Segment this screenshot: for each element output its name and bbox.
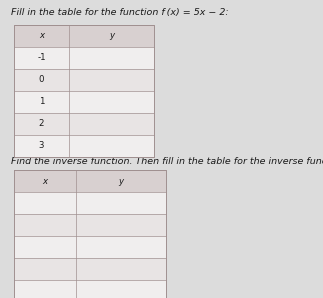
Text: y: y <box>119 176 124 185</box>
Text: Find the inverse function. Then fill in the table for the inverse function:: Find the inverse function. Then fill in … <box>11 157 323 166</box>
Text: y: y <box>109 32 114 41</box>
Bar <box>14 170 166 192</box>
Bar <box>14 170 166 298</box>
Bar <box>14 25 154 157</box>
Bar <box>14 91 154 113</box>
Text: 3: 3 <box>39 142 44 150</box>
Bar <box>14 236 166 258</box>
Bar <box>14 113 154 135</box>
Bar <box>14 258 166 280</box>
Bar <box>14 69 154 91</box>
Bar <box>14 25 154 47</box>
Bar <box>14 280 166 298</box>
Text: 1: 1 <box>39 97 44 106</box>
Bar <box>14 214 166 236</box>
Bar <box>14 135 154 157</box>
Text: -1: -1 <box>37 54 46 63</box>
Bar <box>14 47 154 69</box>
Bar <box>14 192 166 214</box>
Text: 2: 2 <box>39 119 44 128</box>
Text: x: x <box>39 32 44 41</box>
Text: x: x <box>42 176 47 185</box>
Text: Fill in the table for the function f (x) = 5x − 2:: Fill in the table for the function f (x)… <box>11 8 229 17</box>
Text: 0: 0 <box>39 75 44 85</box>
